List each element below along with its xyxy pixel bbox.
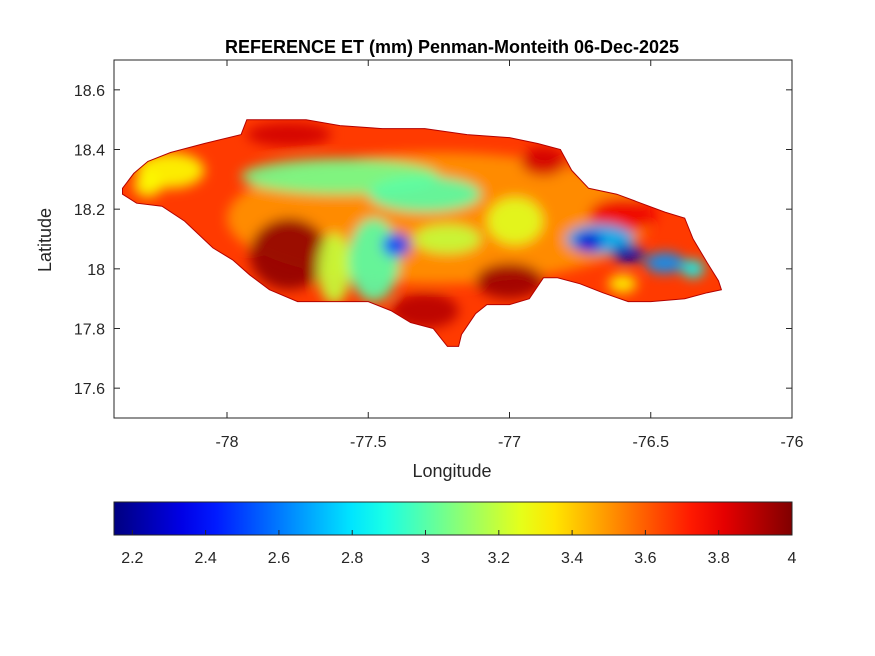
value-patch	[520, 146, 567, 177]
value-patch	[645, 252, 685, 274]
value-patch	[486, 197, 544, 246]
x-tick-label: -77.5	[350, 434, 387, 451]
x-axis: -78 -77.5 -77 -76.5 -76	[215, 60, 804, 451]
y-tick-label: 18.2	[74, 202, 105, 219]
value-patch	[611, 244, 646, 263]
colorbar-tick-label: 3.6	[634, 550, 656, 567]
colorbar-tick-label: 3.4	[561, 550, 583, 567]
value-patch	[133, 173, 162, 198]
value-patch	[382, 233, 411, 257]
colorbar-axis: 2.2 2.4 2.6 2.8 3 3.2 3.4 3.6 3.8 4	[121, 530, 797, 567]
value-patch	[317, 232, 352, 305]
colorbar-tick-label: 4	[788, 550, 797, 567]
y-tick-label: 18.4	[74, 143, 105, 160]
value-patch	[390, 292, 459, 329]
x-tick-label: -76	[780, 434, 803, 451]
colorbar-tick-label: 2.2	[121, 550, 143, 567]
y-axis-label: Latitude	[35, 208, 55, 272]
value-patch	[246, 122, 332, 147]
colorbar-tick-label: 3	[421, 550, 430, 567]
heatmap-layer	[122, 119, 722, 347]
value-patch	[608, 274, 637, 293]
region-outline	[122, 119, 723, 347]
colorbar-tick-label: 2.8	[341, 550, 363, 567]
x-tick-label: -76.5	[633, 434, 670, 451]
value-patch	[368, 176, 482, 213]
colorbar-tick-label: 2.4	[194, 550, 216, 567]
value-patch	[249, 218, 329, 290]
value-patch	[413, 224, 482, 254]
colorbar-tick-label: 2.6	[268, 550, 290, 567]
colorbar-tick-label: 3.8	[708, 550, 730, 567]
y-tick-label: 17.8	[74, 322, 105, 339]
value-patch	[348, 218, 400, 302]
chart-title: REFERENCE ET (mm) Penman-Monteith 06-Dec…	[225, 37, 679, 57]
y-axis: 17.6 17.8 18 18.2 18.4 18.6	[74, 83, 792, 398]
x-tick-label: -77	[498, 434, 521, 451]
x-tick-label: -78	[215, 434, 238, 451]
y-tick-label: 18	[87, 262, 105, 279]
y-tick-label: 18.6	[74, 83, 105, 100]
plot-frame	[113, 59, 793, 419]
colorbar-tick-label: 3.2	[488, 550, 510, 567]
value-patch	[681, 259, 705, 278]
value-patch	[574, 231, 603, 253]
y-tick-label: 17.6	[74, 381, 105, 398]
colorbar	[113, 501, 793, 536]
x-axis-label: Longitude	[412, 461, 491, 481]
value-patch	[588, 197, 657, 234]
value-patch	[475, 262, 544, 299]
